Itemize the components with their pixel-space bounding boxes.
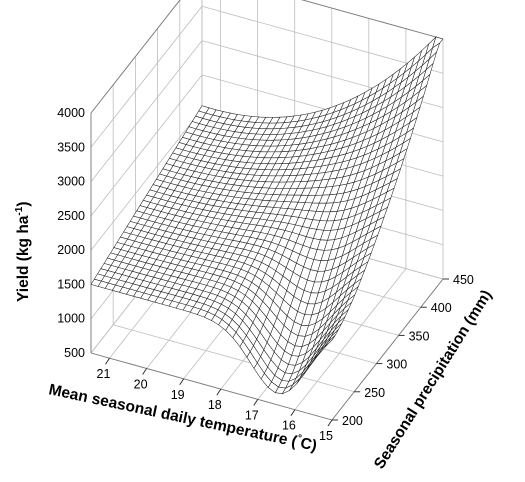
x-tick-mark bbox=[290, 409, 296, 416]
y-tick-label: 350 bbox=[409, 329, 430, 343]
grid-line bbox=[90, 108, 203, 251]
grid-line bbox=[294, 268, 407, 410]
grid-line bbox=[90, 40, 203, 182]
y-tick-label: 400 bbox=[431, 301, 452, 315]
axis-edge bbox=[90, 352, 333, 421]
x-tick-mark bbox=[327, 419, 333, 427]
grid-line bbox=[90, 6, 203, 148]
y-tick-label: 250 bbox=[364, 386, 385, 400]
z-tick-label: 3000 bbox=[57, 175, 85, 189]
z-tick-label: 500 bbox=[64, 346, 85, 360]
x-tick-label: 16 bbox=[282, 419, 296, 433]
x-tick-label: 15 bbox=[319, 429, 333, 443]
axis-edge bbox=[301, 0, 444, 40]
z-tick-label: 2500 bbox=[57, 209, 85, 223]
z-tick-label: 1500 bbox=[57, 277, 85, 291]
z-tick-label: 3500 bbox=[57, 140, 85, 154]
grid-line bbox=[90, 74, 203, 217]
surface-cell bbox=[324, 335, 336, 348]
x-tick-label: 18 bbox=[208, 398, 222, 412]
z-tick-label: 4000 bbox=[57, 106, 85, 120]
y-tick-label: 300 bbox=[386, 358, 407, 372]
grid-line bbox=[201, 5, 444, 74]
x-tick-mark bbox=[216, 388, 222, 396]
z-tick-label: 1000 bbox=[57, 312, 85, 326]
x-tick-mark bbox=[179, 378, 185, 386]
axis-edge bbox=[331, 278, 444, 421]
x-tick-mark bbox=[105, 357, 110, 365]
x-tick-mark bbox=[142, 368, 147, 375]
x-tick-label: 17 bbox=[245, 408, 259, 422]
surface-mesh bbox=[90, 36, 444, 395]
axis-edge bbox=[90, 0, 181, 114]
x-tick-label: 19 bbox=[171, 388, 185, 402]
x-tick-label: 20 bbox=[134, 378, 148, 392]
y-tick-label: 450 bbox=[453, 273, 474, 287]
grid-line bbox=[113, 324, 355, 393]
y-tick-label: 200 bbox=[342, 414, 363, 428]
x-tick-label: 21 bbox=[97, 367, 111, 381]
z-axis-title: Yield (kg ha-1) bbox=[14, 202, 32, 303]
z-tick-label: 2000 bbox=[57, 243, 85, 257]
tick-labels: 500 1000 1500 2000 2500 3000 3500 4000 21 20 19 18 1… bbox=[57, 106, 474, 443]
x-tick-mark bbox=[253, 399, 259, 406]
